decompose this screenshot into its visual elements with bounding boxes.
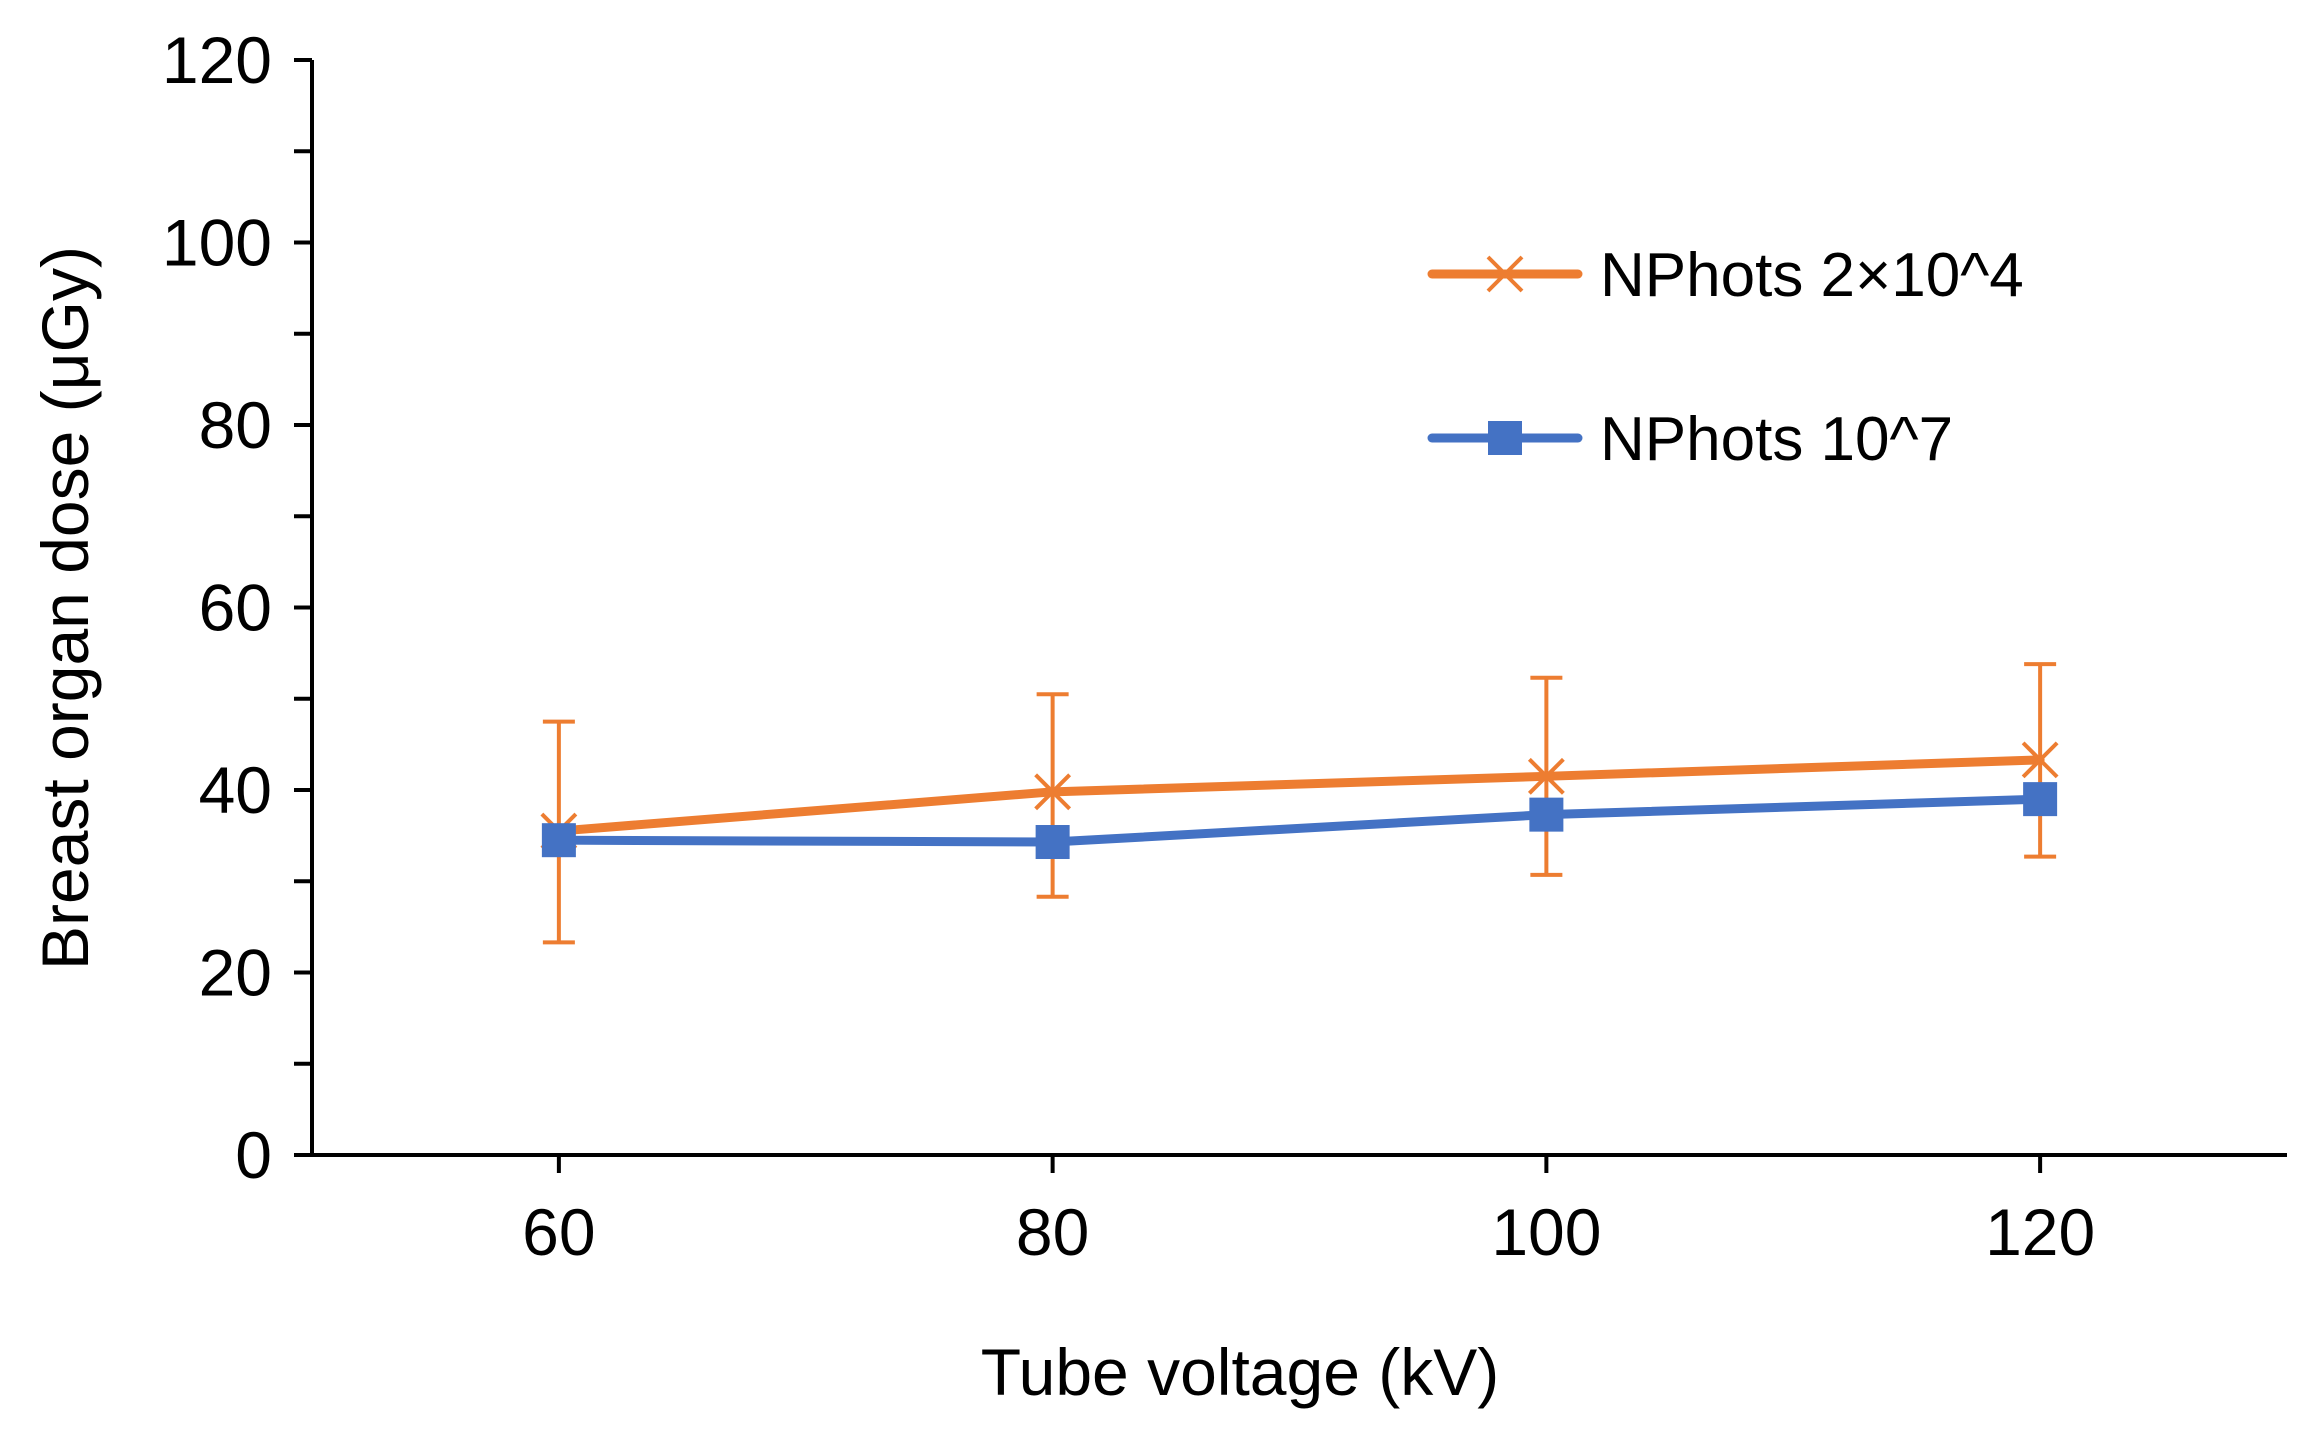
x-tick-label: 80 [1016, 1195, 1089, 1269]
series-2-point [541, 823, 576, 858]
legend-marker [1488, 421, 1522, 455]
y-tick-label: 20 [199, 936, 272, 1010]
y-tick-label: 0 [235, 1118, 272, 1192]
legend-label: NPhots 10^7 [1600, 405, 1953, 474]
y-tick-label: 120 [162, 23, 272, 97]
y-tick-label: 100 [162, 206, 272, 280]
y-tick-label: 40 [199, 753, 272, 827]
x-tick-label: 100 [1491, 1195, 1601, 1269]
legend: NPhots 2×10^4 NPhots 10^7 [1427, 241, 2024, 474]
y-axis-title: Breast organ dose (μGy) [28, 246, 102, 970]
series-line-2 [554, 794, 2045, 847]
x-tick-label: 120 [1985, 1195, 2095, 1269]
y-ticks: 0 20 40 60 80 100 120 [162, 23, 312, 1192]
series-2-point [1035, 825, 1070, 860]
x-tick-label: 60 [522, 1195, 595, 1269]
series-line-1 [554, 755, 2045, 836]
legend-marker [1486, 255, 1524, 293]
axes [310, 60, 2287, 1157]
series-1-point [1527, 757, 1565, 795]
series-2-point [1529, 797, 1564, 832]
series-1-point [1034, 773, 1072, 811]
legend-label: NPhots 2×10^4 [1600, 241, 2024, 310]
series-2-point [2023, 782, 2058, 817]
x-axis-title: Tube voltage (kV) [981, 1335, 1499, 1409]
y-tick-label: 60 [199, 571, 272, 645]
x-ticks: 60 80 100 120 [522, 1155, 2095, 1269]
series-1-point [2021, 741, 2059, 779]
y-tick-label: 80 [199, 388, 272, 462]
series-layer [540, 741, 2059, 860]
